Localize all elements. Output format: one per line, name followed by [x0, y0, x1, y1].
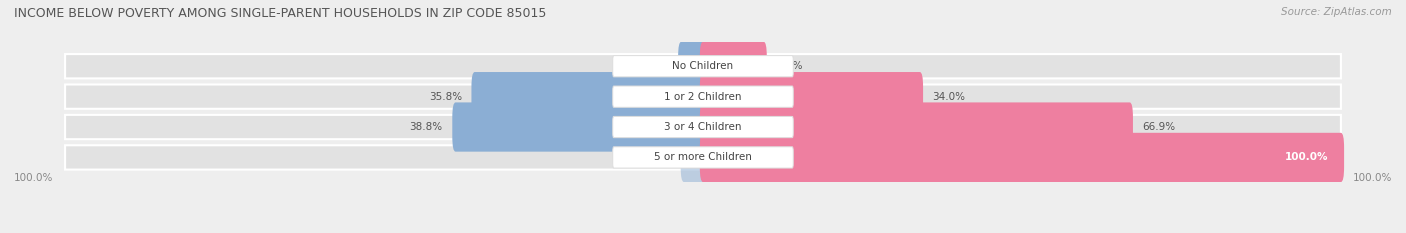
FancyBboxPatch shape	[700, 42, 766, 91]
Text: 0.0%: 0.0%	[664, 152, 690, 162]
Text: 9.5%: 9.5%	[776, 61, 803, 71]
FancyBboxPatch shape	[65, 85, 1341, 109]
Text: 34.0%: 34.0%	[932, 92, 966, 102]
Text: 1 or 2 Children: 1 or 2 Children	[664, 92, 742, 102]
FancyBboxPatch shape	[613, 116, 793, 138]
Text: 35.8%: 35.8%	[429, 92, 461, 102]
FancyBboxPatch shape	[700, 103, 1133, 152]
Text: No Children: No Children	[672, 61, 734, 71]
Text: 38.8%: 38.8%	[409, 122, 443, 132]
Text: 3 or 4 Children: 3 or 4 Children	[664, 122, 742, 132]
FancyBboxPatch shape	[65, 54, 1341, 79]
Text: Source: ZipAtlas.com: Source: ZipAtlas.com	[1281, 7, 1392, 17]
FancyBboxPatch shape	[65, 115, 1341, 139]
FancyBboxPatch shape	[453, 103, 706, 152]
Text: 66.9%: 66.9%	[1143, 122, 1175, 132]
FancyBboxPatch shape	[65, 145, 1341, 170]
FancyBboxPatch shape	[613, 147, 793, 168]
Text: 100.0%: 100.0%	[14, 173, 53, 183]
FancyBboxPatch shape	[700, 133, 1344, 182]
FancyBboxPatch shape	[700, 72, 924, 121]
FancyBboxPatch shape	[471, 72, 706, 121]
Text: INCOME BELOW POVERTY AMONG SINGLE-PARENT HOUSEHOLDS IN ZIP CODE 85015: INCOME BELOW POVERTY AMONG SINGLE-PARENT…	[14, 7, 547, 20]
FancyBboxPatch shape	[613, 86, 793, 107]
Text: 100.0%: 100.0%	[1353, 173, 1392, 183]
FancyBboxPatch shape	[613, 56, 793, 77]
Text: 100.0%: 100.0%	[1285, 152, 1329, 162]
Text: 3.4%: 3.4%	[643, 61, 669, 71]
FancyBboxPatch shape	[678, 42, 706, 91]
Text: 5 or more Children: 5 or more Children	[654, 152, 752, 162]
FancyBboxPatch shape	[681, 133, 706, 182]
